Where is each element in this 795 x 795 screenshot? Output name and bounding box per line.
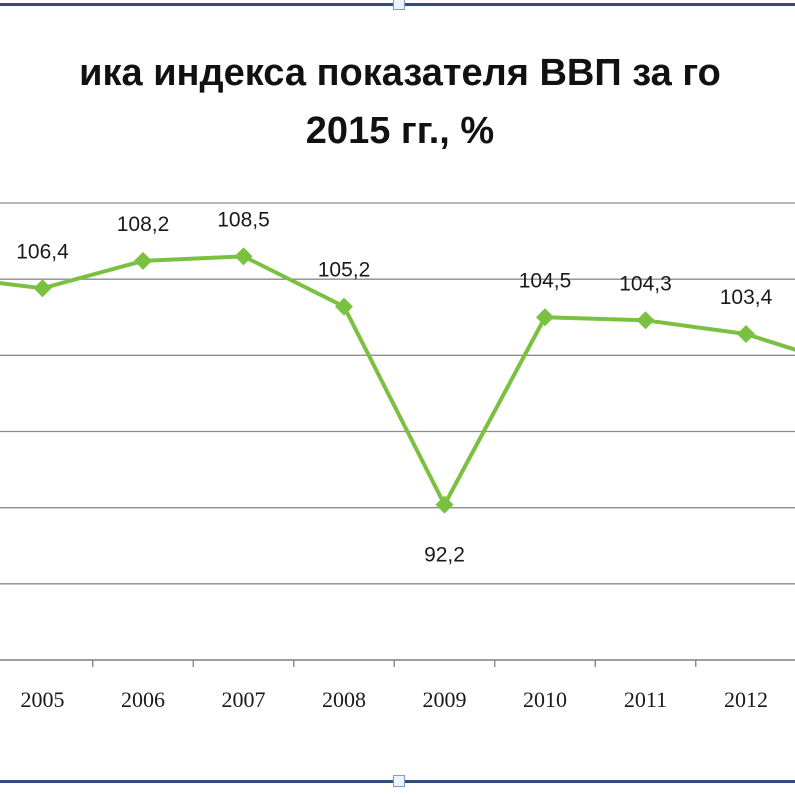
resize-handle-bottom[interactable] [393,775,405,787]
data-point-marker [536,308,554,327]
data-label: 108,5 [217,208,270,231]
data-point-marker [234,247,253,266]
data-label: 103,4 [720,286,773,309]
data-label: 105,2 [318,259,371,282]
x-tick-label: 2009 [423,687,467,712]
data-label: 104,5 [519,269,572,292]
data-point-marker [435,495,454,514]
data-point-marker [335,297,353,316]
data-label: 92,2 [424,544,465,567]
chart-title-line-1: ика индекса показателя ВВП за го [79,52,721,94]
x-tick-label: 2005 [21,687,65,712]
x-tick-label: 2012 [724,687,768,712]
series-line [0,254,795,507]
data-point-marker [134,251,152,270]
x-tick-label: 2007 [222,687,266,712]
data-point-marker [33,279,52,298]
x-tick-label: 2008 [322,687,366,712]
x-tick-label: 2006 [121,687,165,712]
data-label: 108,2 [117,213,170,236]
data-point-marker [737,325,755,344]
data-point-marker [636,311,655,330]
x-tick-label: 2011 [624,687,667,712]
resize-handle-top[interactable] [393,0,405,10]
chart-title-line-2: 2015 гг., % [305,110,495,152]
chart-title: ика индекса показателя ВВП за го 2015 гг… [0,44,795,160]
data-label: 106,4 [16,240,69,263]
x-tick-label: 2010 [523,687,567,712]
data-label: 104,3 [619,272,672,295]
